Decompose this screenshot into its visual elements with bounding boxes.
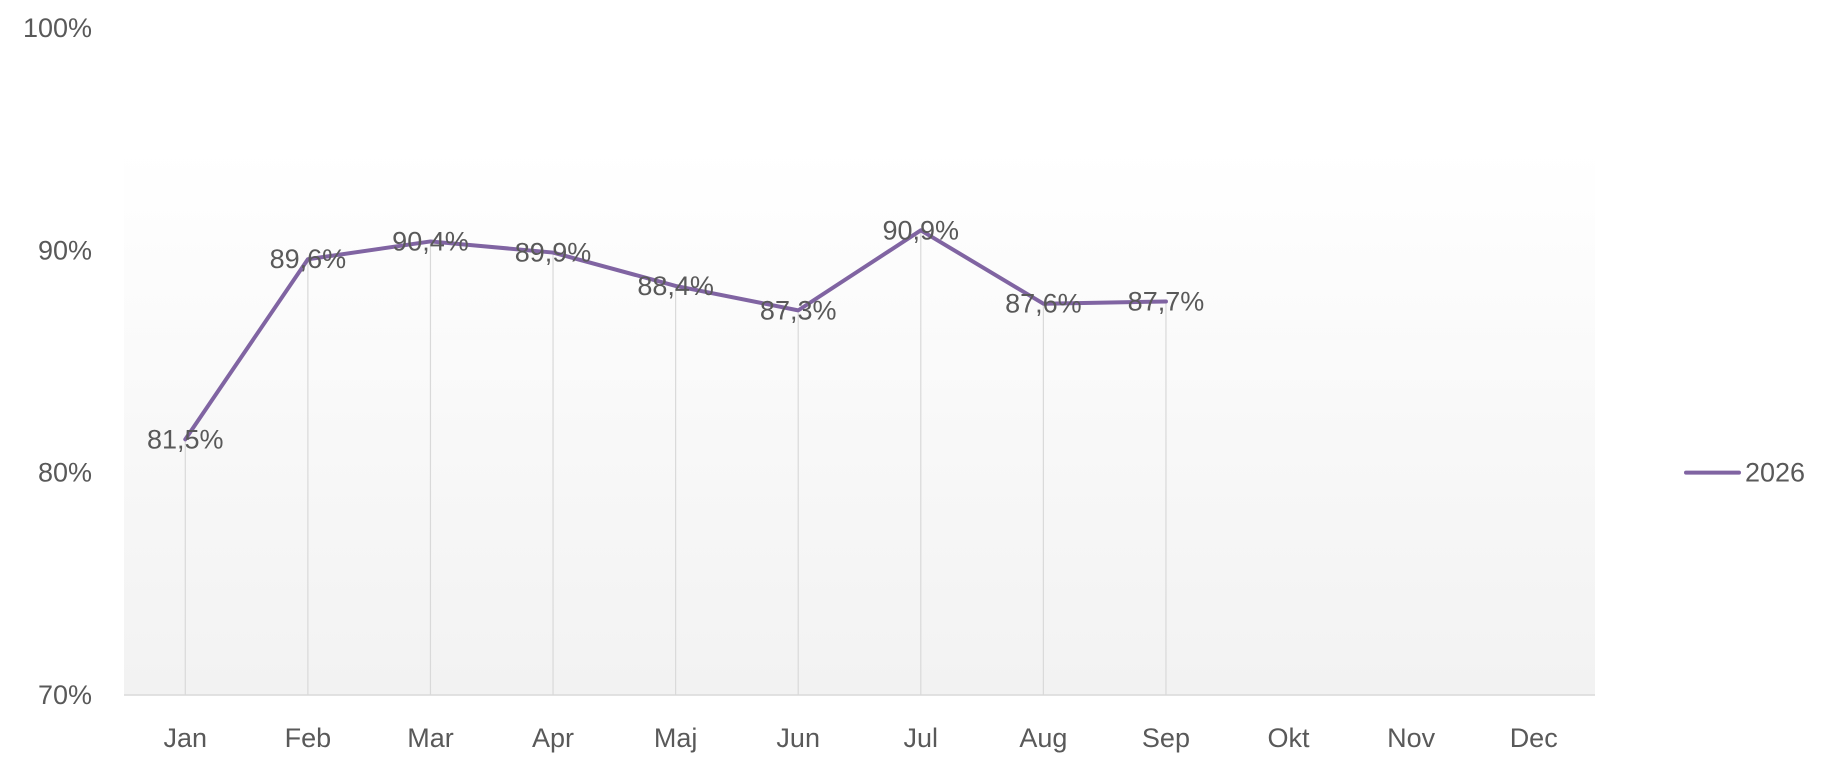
data-label: 89,9% [515, 238, 592, 268]
x-axis-tick-labels: Jan Feb Mar Apr Maj Jun Jul Aug Sep Okt Nov Dec [164, 723, 1558, 753]
x-tick-label: Jun [776, 723, 820, 753]
x-tick-label: Aug [1019, 723, 1067, 753]
data-label: 81,5% [147, 424, 224, 454]
drop-lines [184, 230, 1167, 695]
y-axis-tick-labels: 70% 80% 90% 100% [23, 13, 92, 710]
x-tick-label: Feb [285, 723, 332, 753]
x-tick-label: Mar [407, 723, 454, 753]
x-tick-label: Nov [1387, 723, 1436, 753]
y-tick-label: 80% [38, 458, 92, 488]
series-line [183, 228, 1168, 442]
x-tick-label: Apr [532, 723, 574, 753]
x-tick-label: Jan [164, 723, 208, 753]
legend-label: 2026 [1745, 458, 1805, 488]
y-tick-label: 90% [38, 235, 92, 265]
data-label: 87,7% [1128, 286, 1205, 316]
legend: 2026 [1684, 458, 1805, 488]
data-label: 89,6% [270, 244, 347, 274]
x-tick-label: Sep [1142, 723, 1190, 753]
data-labels: 81,5% 89,6% 90,4% 89,9% 88,4% 87,3% 90,9% 87,6%… [147, 215, 1204, 454]
data-label: 88,4% [637, 271, 714, 301]
x-tick-label: Okt [1268, 723, 1311, 753]
x-tick-label: Jul [904, 723, 939, 753]
data-label: 87,3% [760, 295, 837, 325]
series-group [183, 228, 1168, 442]
data-label: 87,6% [1005, 289, 1082, 319]
y-tick-label: 70% [38, 680, 92, 710]
y-tick-label: 100% [23, 13, 92, 43]
x-tick-label: Dec [1510, 723, 1558, 753]
x-tick-label: Maj [654, 723, 698, 753]
data-label: 90,4% [392, 226, 469, 256]
plot-area [124, 148, 1595, 695]
data-label: 90,9% [883, 215, 960, 245]
